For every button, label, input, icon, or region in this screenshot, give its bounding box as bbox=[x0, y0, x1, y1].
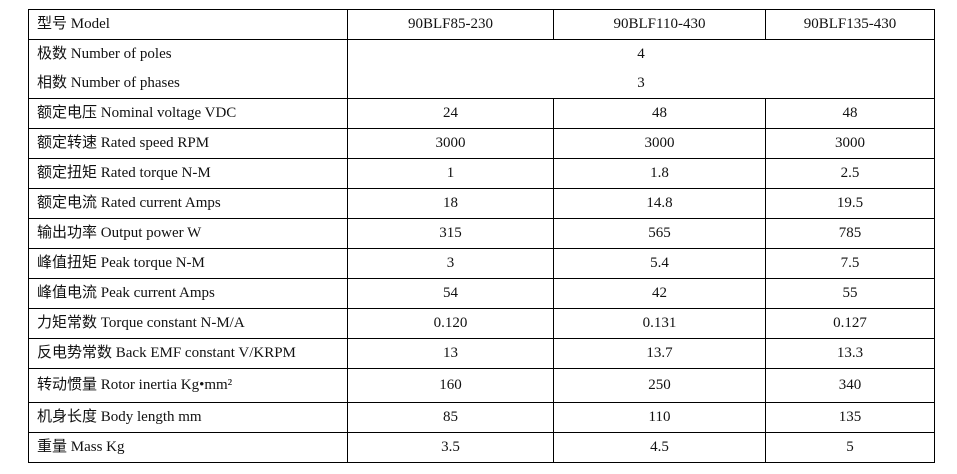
spec-label-cell: 额定转速 Rated speed RPM bbox=[28, 128, 348, 159]
spec-label-cell: 转动惯量 Rotor inertia Kg•mm² bbox=[28, 368, 348, 403]
spec-value-cell: 85 bbox=[347, 402, 554, 433]
spec-value-cell: 250 bbox=[553, 368, 766, 403]
model-name-cell: 90BLF110-430 bbox=[553, 9, 766, 40]
spec-value-cell: 18 bbox=[347, 188, 554, 219]
spec-label-cell: 重量 Mass Kg bbox=[28, 432, 348, 463]
header-row: 型号 Model 90BLF85-230 90BLF110-430 90BLF1… bbox=[28, 9, 935, 40]
table-row: 额定转速 Rated speed RPM 3000 3000 3000 bbox=[28, 128, 935, 159]
spec-value-cell: 13.3 bbox=[765, 338, 935, 369]
spec-label-cell: 反电势常数 Back EMF constant V/KRPM bbox=[28, 338, 348, 369]
spec-value-cell: 0.131 bbox=[553, 308, 766, 339]
poles-label: 极数 Number of poles bbox=[28, 39, 348, 69]
spec-value-cell: 3 bbox=[347, 248, 554, 279]
table-row: 力矩常数 Torque constant N-M/A 0.120 0.131 0.12… bbox=[28, 308, 935, 339]
phases-row: 相数 Number of phases 3 bbox=[28, 69, 935, 99]
spec-rows-group: 额定电压 Nominal voltage VDC 24 48 48 额定转速 Rated… bbox=[28, 98, 935, 463]
spec-value-cell: 0.127 bbox=[765, 308, 935, 339]
table-row: 峰值扭矩 Peak torque N-M 3 5.4 7.5 bbox=[28, 248, 935, 279]
spec-value-cell: 14.8 bbox=[553, 188, 766, 219]
spec-value-cell: 13.7 bbox=[553, 338, 766, 369]
motor-spec-table: 型号 Model 90BLF85-230 90BLF110-430 90BLF1… bbox=[28, 9, 935, 463]
spec-value-cell: 3000 bbox=[347, 128, 554, 159]
spec-value-cell: 4.5 bbox=[553, 432, 766, 463]
poles-value: 4 bbox=[347, 39, 935, 69]
spec-value-cell: 13 bbox=[347, 338, 554, 369]
phases-value: 3 bbox=[347, 69, 935, 99]
spec-label-cell: 额定电压 Nominal voltage VDC bbox=[28, 98, 348, 129]
spec-value-cell: 48 bbox=[553, 98, 766, 129]
spec-value-cell: 0.120 bbox=[347, 308, 554, 339]
spec-label-cell: 机身长度 Body length mm bbox=[28, 402, 348, 433]
spec-value-cell: 42 bbox=[553, 278, 766, 309]
table-row: 额定电压 Nominal voltage VDC 24 48 48 bbox=[28, 98, 935, 129]
spec-label-cell: 额定电流 Rated current Amps bbox=[28, 188, 348, 219]
spec-value-cell: 785 bbox=[765, 218, 935, 249]
spec-label-cell: 力矩常数 Torque constant N-M/A bbox=[28, 308, 348, 339]
phases-label: 相数 Number of phases bbox=[28, 69, 348, 99]
spec-label-cell: 输出功率 Output power W bbox=[28, 218, 348, 249]
spec-value-cell: 135 bbox=[765, 402, 935, 433]
spec-value-cell: 3000 bbox=[553, 128, 766, 159]
table-row: 转动惯量 Rotor inertia Kg•mm² 160 250 340 bbox=[28, 368, 935, 403]
spec-value-cell: 1 bbox=[347, 158, 554, 189]
spec-value-cell: 315 bbox=[347, 218, 554, 249]
spec-value-cell: 2.5 bbox=[765, 158, 935, 189]
spec-table-body: 型号 Model 90BLF85-230 90BLF110-430 90BLF1… bbox=[28, 9, 935, 99]
table-row: 重量 Mass Kg 3.5 4.5 5 bbox=[28, 432, 935, 463]
spec-value-cell: 48 bbox=[765, 98, 935, 129]
model-header-label: 型号 Model bbox=[28, 9, 348, 40]
spec-label-cell: 额定扭矩 Rated torque N-M bbox=[28, 158, 348, 189]
spec-value-cell: 110 bbox=[553, 402, 766, 433]
spec-value-cell: 565 bbox=[553, 218, 766, 249]
spec-label-cell: 峰值扭矩 Peak torque N-M bbox=[28, 248, 348, 279]
spec-value-cell: 19.5 bbox=[765, 188, 935, 219]
table-row: 峰值电流 Peak current Amps 54 42 55 bbox=[28, 278, 935, 309]
table-row: 额定扭矩 Rated torque N-M 1 1.8 2.5 bbox=[28, 158, 935, 189]
spec-label-cell: 峰值电流 Peak current Amps bbox=[28, 278, 348, 309]
table-row: 输出功率 Output power W 315 565 785 bbox=[28, 218, 935, 249]
spec-value-cell: 54 bbox=[347, 278, 554, 309]
spec-value-cell: 5 bbox=[765, 432, 935, 463]
spec-value-cell: 3000 bbox=[765, 128, 935, 159]
model-name-cell: 90BLF85-230 bbox=[347, 9, 554, 40]
spec-value-cell: 160 bbox=[347, 368, 554, 403]
spec-value-cell: 55 bbox=[765, 278, 935, 309]
spec-value-cell: 1.8 bbox=[553, 158, 766, 189]
table-row: 反电势常数 Back EMF constant V/KRPM 13 13.7 13.3 bbox=[28, 338, 935, 369]
spec-value-cell: 3.5 bbox=[347, 432, 554, 463]
table-row: 额定电流 Rated current Amps 18 14.8 19.5 bbox=[28, 188, 935, 219]
spec-value-cell: 7.5 bbox=[765, 248, 935, 279]
model-name-cell: 90BLF135-430 bbox=[765, 9, 935, 40]
table-row: 机身长度 Body length mm 85 110 135 bbox=[28, 402, 935, 433]
spec-value-cell: 340 bbox=[765, 368, 935, 403]
spec-value-cell: 5.4 bbox=[553, 248, 766, 279]
poles-row: 极数 Number of poles 4 bbox=[28, 39, 935, 69]
spec-value-cell: 24 bbox=[347, 98, 554, 129]
